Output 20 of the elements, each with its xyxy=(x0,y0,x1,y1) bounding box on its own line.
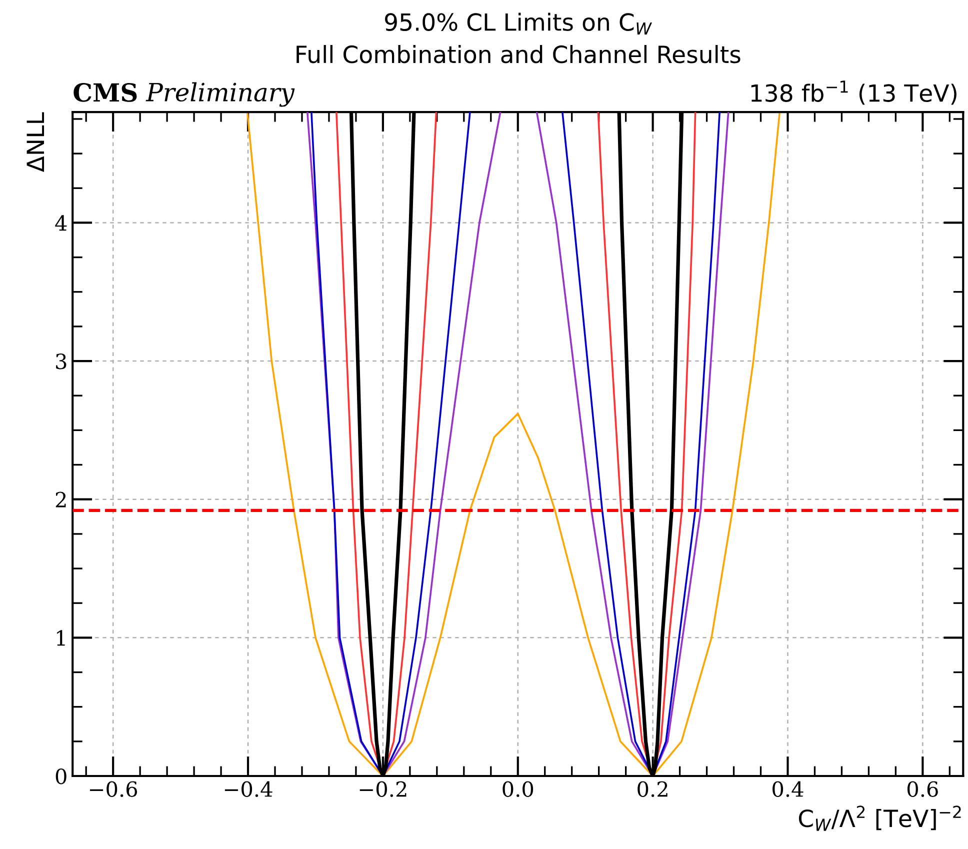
x-tick-label: 0.4 xyxy=(772,781,804,797)
line-series xyxy=(246,112,781,776)
y-tick-label: 3 xyxy=(56,353,66,370)
chart-title: 95.0% CL Limits on C$_{W}$ xyxy=(385,12,652,35)
y-tick-label: 4 xyxy=(55,215,67,231)
text: 138 fb$^{−1}$ (13 TeV) xyxy=(751,80,956,105)
x-tick-label: −0.2 xyxy=(360,781,406,797)
text: Preliminary xyxy=(146,82,295,107)
x-tick-label: −0.4 xyxy=(224,781,272,797)
y-tick-label: 0 xyxy=(56,768,66,784)
x-tick-label: −0.6 xyxy=(90,781,138,797)
y-tick-label: 1 xyxy=(57,630,65,646)
x-tick-label: 0.6 xyxy=(907,781,938,797)
y-axis-title: ΔNLL xyxy=(26,112,44,172)
x-axis-title: C$_{W}$/Λ$^{2}$ [TeV]$^{−2}$ xyxy=(798,806,961,831)
x-tick-label: 0.2 xyxy=(638,781,668,797)
chart-subtitle: Full Combination and Channel Results xyxy=(296,44,740,64)
x-tick-label: 0.0 xyxy=(502,781,534,797)
text: CMS xyxy=(74,83,137,102)
y-tick-label: 2 xyxy=(56,492,66,508)
